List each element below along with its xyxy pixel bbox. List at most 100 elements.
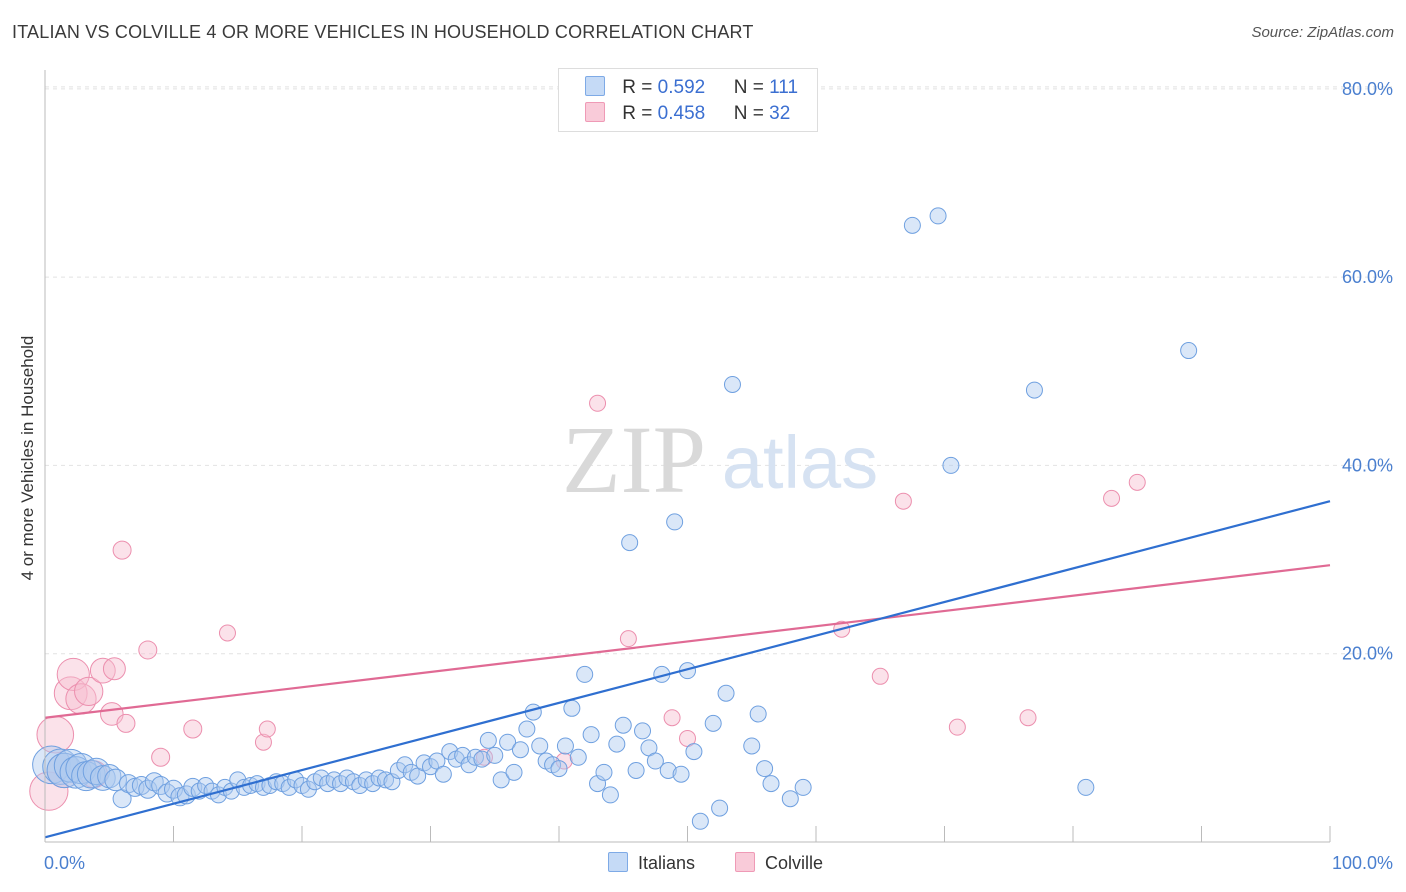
italians-point <box>1025 381 1043 399</box>
italians-point <box>1180 342 1198 360</box>
colville-point <box>56 657 90 691</box>
colville-point <box>1103 489 1121 507</box>
colville-point <box>663 709 681 727</box>
legend-n-value: 32 <box>769 103 791 124</box>
x-tick-label: 100.0% <box>1332 853 1393 873</box>
italians-point <box>479 731 497 749</box>
x-tick-label: 0.0% <box>44 853 85 873</box>
italians-point <box>473 750 491 768</box>
colville-swatch <box>585 102 605 122</box>
italians-point <box>634 722 652 740</box>
legend-row-colville: R = 0.458 N = 32 <box>585 102 790 126</box>
colville-point <box>948 718 966 736</box>
colville-point <box>1019 709 1037 727</box>
legend-n-label: N = <box>733 103 770 124</box>
colville-point <box>218 624 236 642</box>
tick-labels: 20.0% 40.0% 60.0% 80.0% 0.0% 100.0% <box>44 79 1393 873</box>
italians-point <box>104 768 127 792</box>
italians-point <box>505 763 523 781</box>
legend-r-value: 0.458 <box>657 103 706 124</box>
italians-point <box>666 513 684 531</box>
colville-label: Colville <box>765 853 824 873</box>
colville-point <box>183 719 203 739</box>
colville-point <box>475 748 493 766</box>
colville-point <box>74 676 104 707</box>
italians-point <box>531 737 549 755</box>
italians-point <box>646 752 664 770</box>
italians-point <box>685 743 703 761</box>
italians-point <box>569 748 587 766</box>
italians-point <box>794 778 812 796</box>
italians-point <box>518 720 536 738</box>
y-tick-label: 20.0% <box>1342 644 1393 664</box>
source-label: Source: ZipAtlas.com <box>1251 24 1394 41</box>
italians-point <box>164 779 183 799</box>
italians-point <box>717 684 735 702</box>
italians-point <box>582 726 600 744</box>
colville-point <box>89 657 116 684</box>
chart-title: ITALIAN VS COLVILLE 4 OR MORE VEHICLES I… <box>12 22 754 42</box>
italians-point <box>492 771 510 789</box>
italians-point <box>723 375 741 393</box>
italians-point <box>621 534 639 552</box>
italians-point <box>377 771 395 789</box>
italians-point <box>743 737 761 755</box>
colville-point <box>589 394 607 412</box>
italians-point <box>627 761 645 779</box>
colville-point <box>151 747 171 767</box>
italians-point <box>351 777 369 795</box>
italians-point <box>903 216 921 234</box>
italians-point <box>138 779 158 799</box>
legend-n-value: 111 <box>769 77 799 98</box>
legend-r-label: R = <box>622 103 658 124</box>
italians-point <box>576 665 594 683</box>
colville-point <box>138 640 158 660</box>
italians-point <box>942 456 960 474</box>
italians-point <box>312 769 330 787</box>
legend-row-italians: R = 0.592 N = 111 <box>585 76 798 100</box>
y-tick-label: 40.0% <box>1342 455 1393 475</box>
italians-label: Italians <box>638 853 696 873</box>
italians-point <box>97 763 122 789</box>
italians-swatch <box>608 852 628 872</box>
colville-swatch <box>735 852 755 872</box>
watermark-atlas: atlas <box>722 421 878 504</box>
italians-point <box>32 745 71 785</box>
colville-point <box>258 720 276 738</box>
italians-point <box>511 741 529 759</box>
italians-point <box>157 783 177 803</box>
italians-point <box>704 714 722 732</box>
italians-point <box>756 760 774 778</box>
y-tick-label: 80.0% <box>1342 79 1393 99</box>
italians-point <box>1077 778 1095 796</box>
italians-point <box>781 790 799 808</box>
italians-point <box>370 769 388 787</box>
italians-point <box>434 765 452 783</box>
italians-point <box>499 733 517 751</box>
italians-point <box>749 705 767 723</box>
colville-point <box>871 667 889 685</box>
italians-point <box>151 776 171 796</box>
italians-point <box>364 775 382 793</box>
italians-point <box>144 772 164 792</box>
colville-point <box>894 492 912 510</box>
correlation-legend: R = 0.592 N = 111 R = 0.458 N = 32 <box>558 68 818 132</box>
italians-point <box>332 775 350 793</box>
colville-point <box>29 771 69 811</box>
italians-point <box>454 746 472 764</box>
colville-point <box>112 540 132 560</box>
italians-points <box>32 207 1198 830</box>
y-tick-label: 60.0% <box>1342 267 1393 287</box>
italians-point <box>197 777 215 795</box>
watermark-zip: ZIP <box>562 406 706 513</box>
axes <box>44 70 1331 843</box>
italians-point <box>762 775 780 793</box>
italians-point <box>672 765 690 783</box>
legend-r-value: 0.592 <box>657 77 706 98</box>
italians-trend-line <box>44 500 1331 839</box>
colville-trend-line <box>44 564 1331 719</box>
italians-point <box>556 737 574 755</box>
italians-point <box>389 761 407 779</box>
legend-n-label: N = <box>733 77 770 98</box>
